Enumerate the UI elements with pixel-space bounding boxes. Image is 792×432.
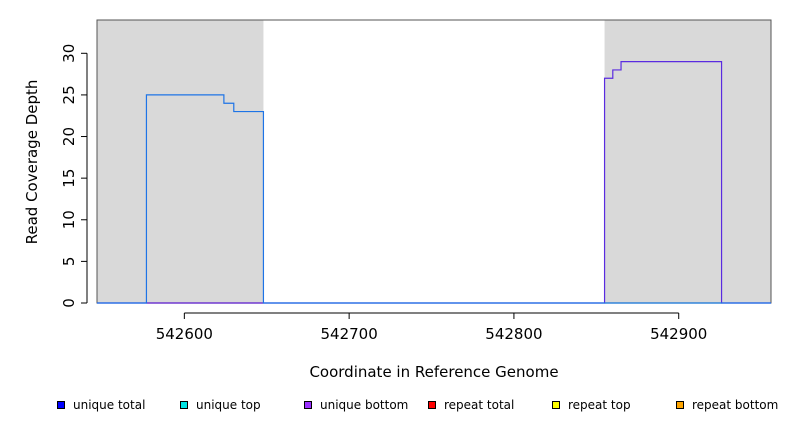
legend-label: repeat bottom [692,398,779,412]
x-tick-label: 542900 [650,325,707,343]
y-tick-label: 10 [60,210,78,229]
y-axis: 0 5 10 15 20 25 30 [60,44,88,308]
legend-item-unique-total: unique total [57,398,145,412]
legend-label: unique top [196,398,261,412]
y-tick-label: 5 [60,257,78,267]
x-tick-label: 542800 [485,325,542,343]
legend-item-repeat-total: repeat total [428,398,514,412]
series-line-unique-bottom [97,61,771,304]
y-tick-label: 0 [60,298,78,308]
y-tick-label: 20 [60,127,78,146]
shaded-region-1 [604,20,771,303]
shaded-regions [97,20,771,303]
y-tick-label: 30 [60,44,78,63]
legend-swatch [304,401,312,409]
x-tick-label: 542600 [156,325,213,343]
legend-label: repeat total [444,398,515,412]
legend: unique total unique top unique bottom repea… [0,398,792,420]
x-axis: 542600 542700 542800 542900 [156,312,707,343]
x-tick-label: 542700 [320,325,377,343]
legend-swatch [428,401,436,409]
legend-swatch [552,401,560,409]
legend-item-repeat-top: repeat top [552,398,631,412]
legend-label: unique total [73,398,146,412]
x-axis-title: Coordinate in Reference Genome [309,363,558,381]
legend-swatch [180,401,188,409]
y-tick-label: 15 [60,169,78,188]
legend-label: repeat top [568,398,631,412]
series-lines [97,61,771,304]
shaded-region-0 [97,20,264,303]
legend-swatch [676,401,684,409]
legend-item-unique-bottom: unique bottom [304,398,408,412]
legend-swatch [57,401,65,409]
legend-label: unique bottom [320,398,409,412]
series-line-unique-total [97,94,771,304]
legend-item-repeat-bottom: repeat bottom [676,398,778,412]
y-axis-title: Read Coverage Depth [23,80,41,245]
legend-item-unique-top: unique top [180,398,261,412]
y-tick-label: 25 [60,85,78,104]
